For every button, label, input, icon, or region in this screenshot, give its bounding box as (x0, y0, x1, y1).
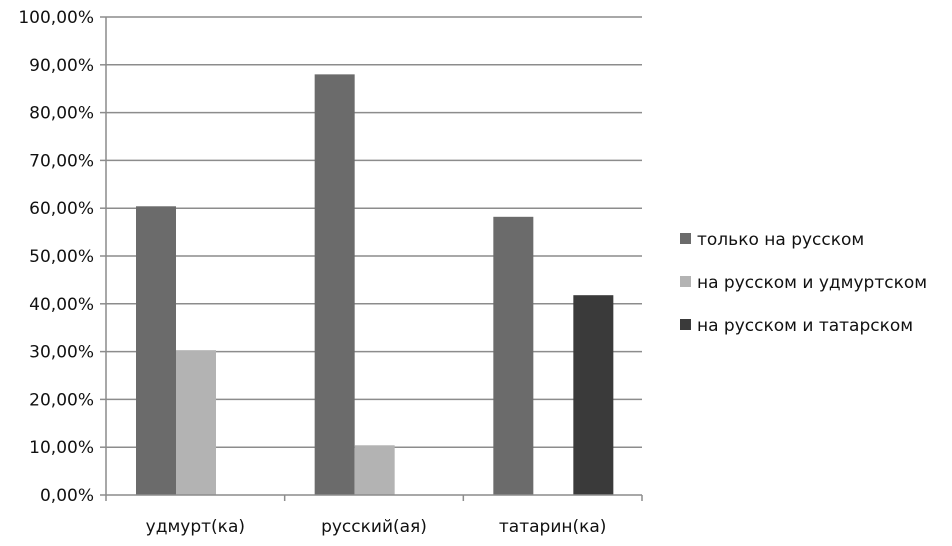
legend: только на русском на русском и удмуртском… (680, 230, 927, 336)
bar-2-1 (176, 350, 216, 495)
legend-label: на русском и удмуртском (697, 273, 927, 293)
bar-1-1 (136, 206, 176, 495)
x-category-label: татарин(ка) (499, 517, 607, 537)
y-tick-label: 90,00% (29, 56, 94, 76)
y-tick-label: 100,00% (18, 8, 94, 28)
legend-swatch (680, 276, 691, 287)
y-tick-label: 50,00% (29, 247, 94, 267)
legend-label: на русском и татарском (697, 316, 913, 336)
bars (136, 74, 614, 496)
y-tick-label: 70,00% (29, 151, 94, 171)
legend-swatch (680, 233, 691, 244)
bar-1-2 (314, 74, 355, 496)
bar-1-3 (493, 216, 534, 495)
x-category-label: русский(ая) (321, 517, 427, 537)
bar-3-3 (573, 295, 614, 495)
x-axis-category-labels: удмурт(ка) русский(ая) татарин(ка) (146, 517, 607, 537)
bar-2-2 (354, 445, 395, 495)
x-category-label: удмурт(ка) (146, 517, 245, 537)
legend-label: только на русском (697, 230, 864, 250)
axes (105, 17, 643, 501)
legend-swatch (680, 319, 691, 330)
y-tick-label: 20,00% (29, 390, 94, 410)
y-tick-label: 10,00% (29, 438, 94, 458)
y-tick-label: 60,00% (29, 199, 94, 219)
y-tick-label: 80,00% (29, 104, 94, 124)
y-tick-label: 0,00% (40, 486, 94, 506)
y-tick-label: 40,00% (29, 295, 94, 315)
y-axis-tick-labels: 0,00% 10,00% 20,00% 30,00% 40,00% 50,00% 60,00… (18, 8, 94, 506)
y-tick-label: 30,00% (29, 343, 94, 363)
